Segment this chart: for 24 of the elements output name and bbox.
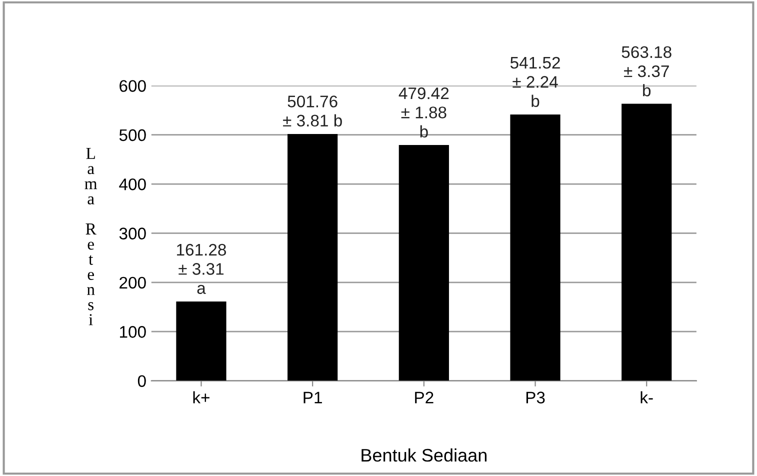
y-tick-label: 500	[119, 129, 146, 142]
data-label: 563.18 ± 3.37 b	[622, 46, 672, 96]
bar	[510, 114, 560, 381]
x-tick-label: P3	[526, 392, 545, 404]
data-label: 541.52 ± 2.24 b	[510, 56, 560, 107]
y-tick-label: 200	[120, 276, 146, 289]
bar	[288, 134, 338, 381]
y-tick-label: 300	[119, 228, 146, 240]
x-axis-title: Bentuk Sediaan	[362, 448, 486, 462]
data-label: 479.42 ± 1.88 b	[398, 87, 449, 138]
x-tick-label: k-	[640, 391, 653, 404]
x-tick-label: k+	[193, 391, 210, 404]
data-label: 161.28 ± 3.31 a	[177, 244, 226, 294]
y-tick-label: 600	[120, 80, 146, 92]
x-tick-label: P2	[415, 392, 434, 404]
bar	[398, 144, 449, 381]
y-tick-label: 100	[120, 326, 146, 338]
bar	[176, 301, 226, 381]
text: Lama Retensi	[84, 148, 98, 326]
y-tick-label: 0	[138, 375, 146, 388]
bar	[622, 104, 672, 381]
x-tick-label: P1	[304, 392, 322, 404]
data-label: 501.76 ± 3.81 b	[283, 96, 342, 127]
y-tick-label: 400	[119, 178, 146, 190]
